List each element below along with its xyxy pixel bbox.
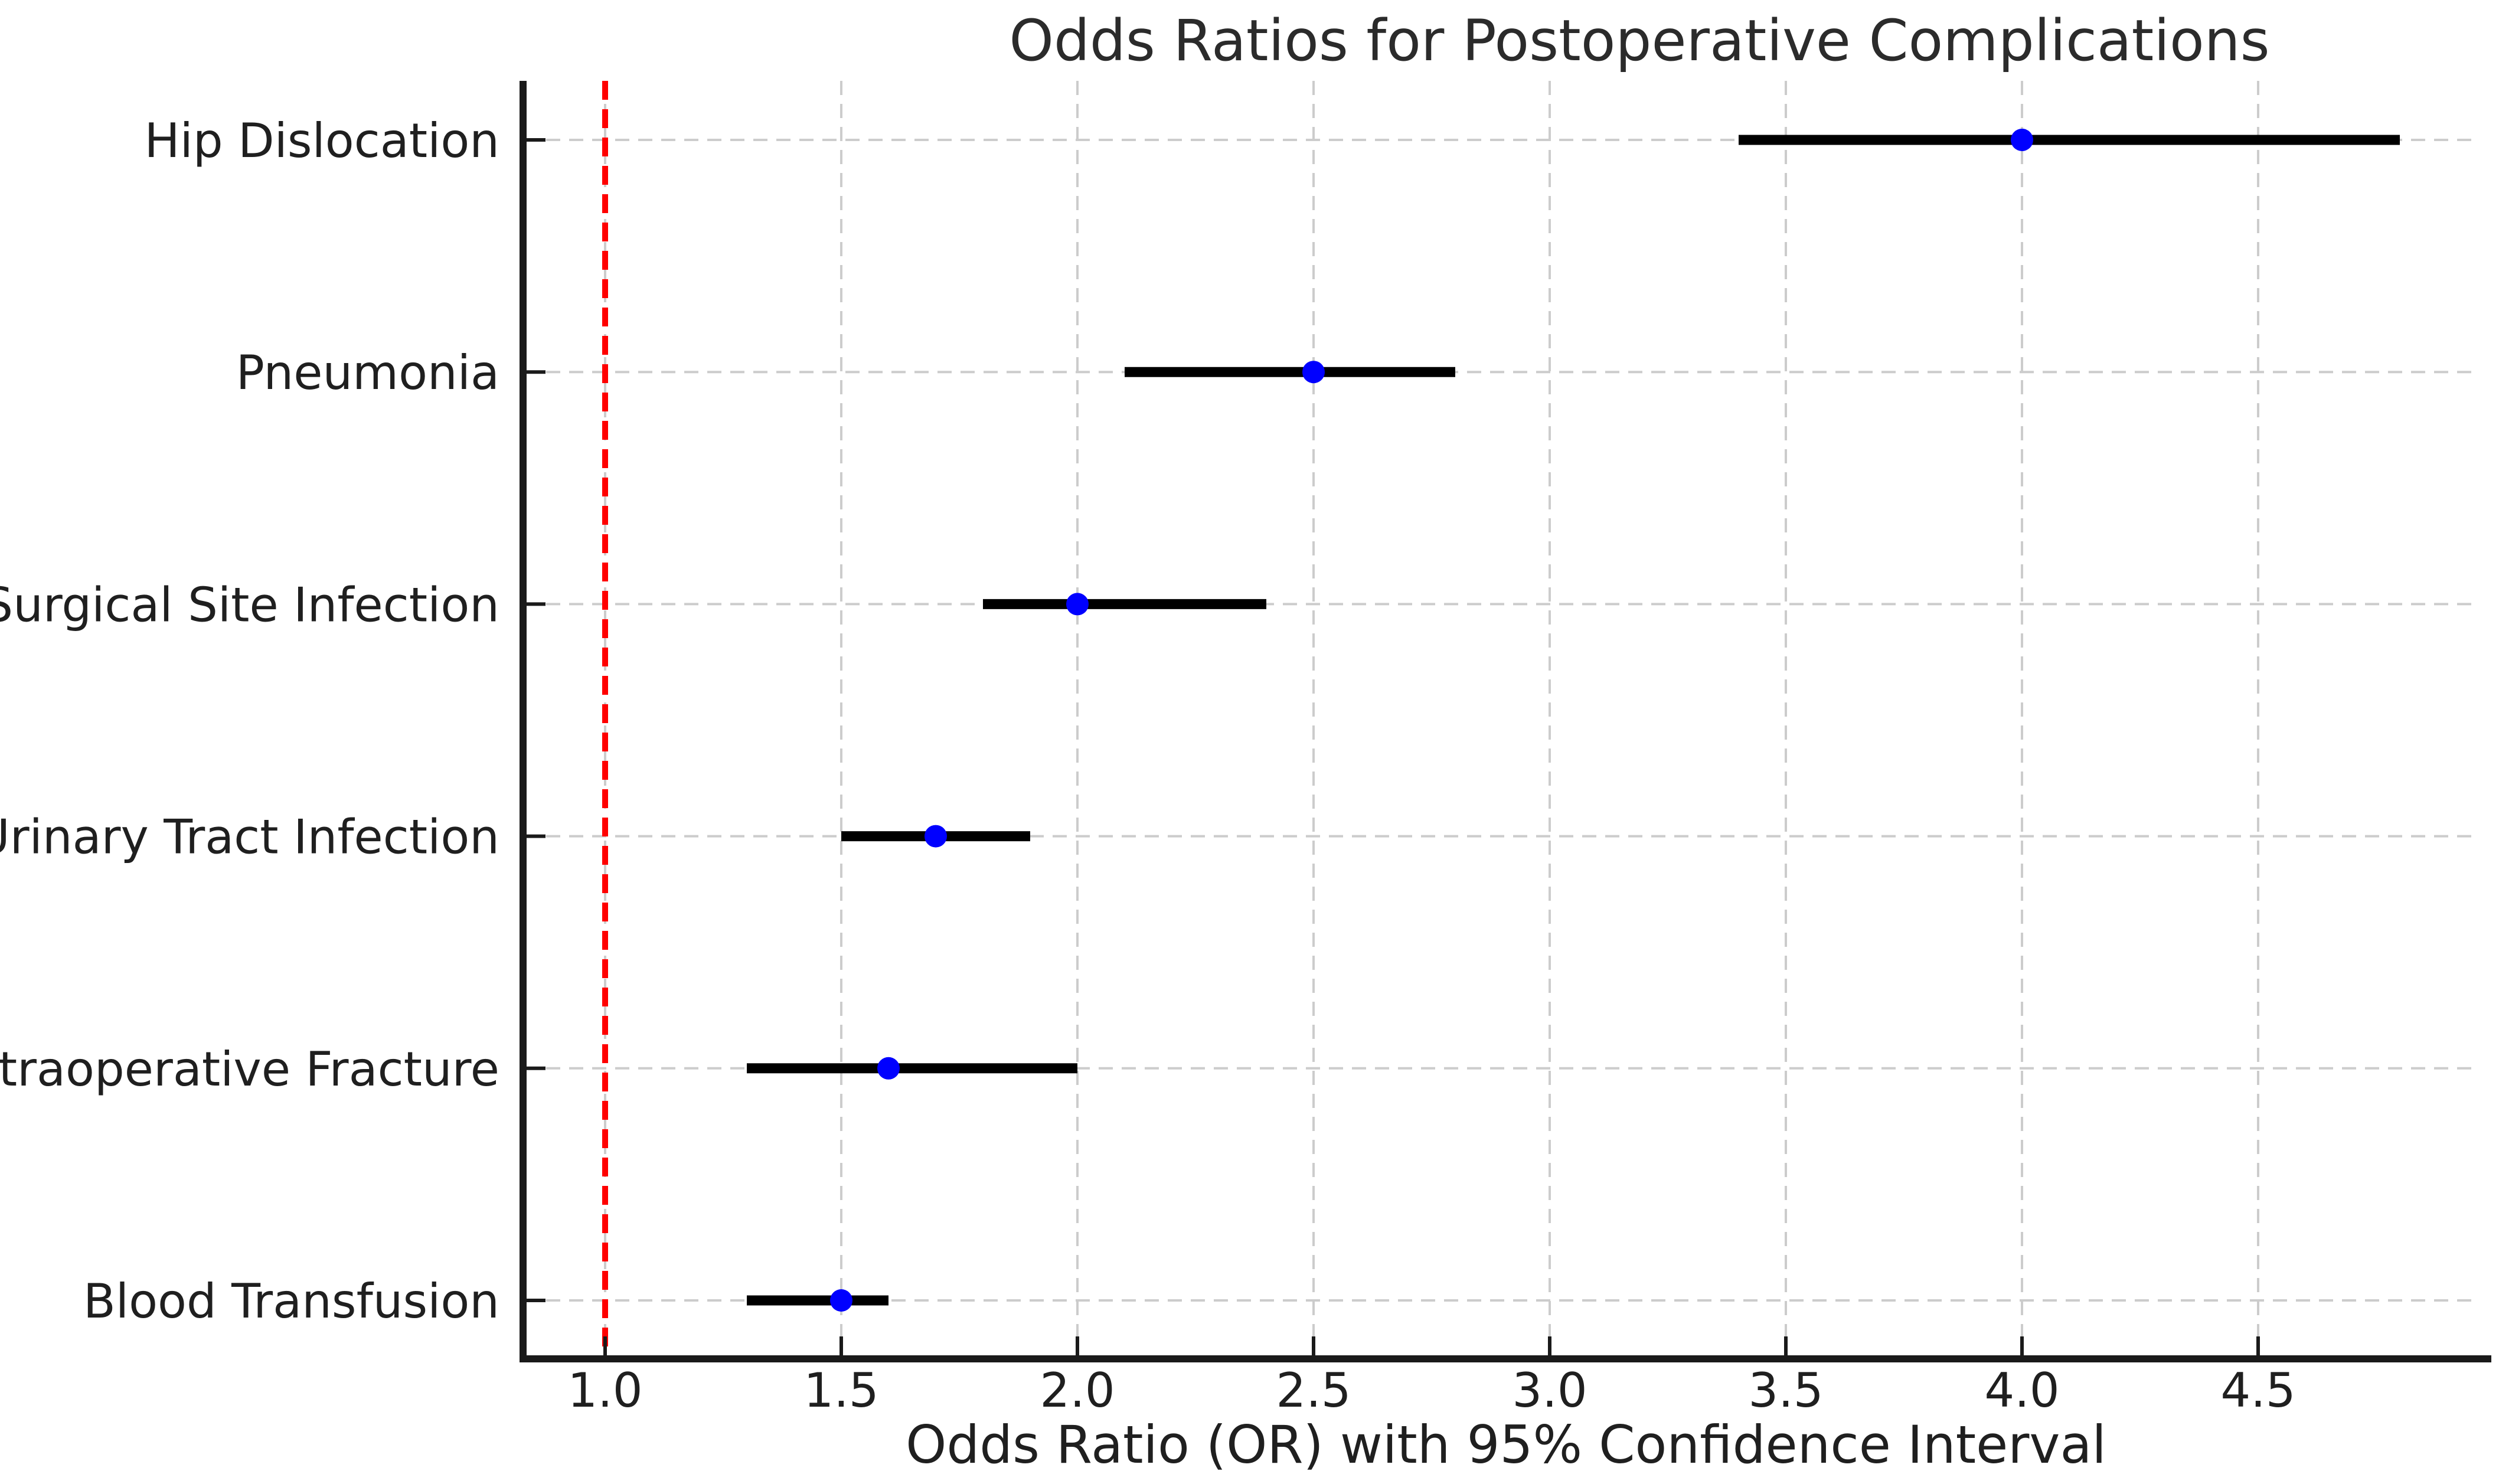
odds-ratio-marker (2011, 129, 2033, 151)
category-label: Surgical Site Infection (0, 577, 499, 632)
x-tick-label: 3.5 (1748, 1363, 1823, 1418)
x-tick-label: 1.0 (567, 1363, 642, 1418)
x-tick-label: 2.0 (1040, 1363, 1115, 1418)
odds-ratio-marker (925, 825, 947, 848)
x-tick-label: 3.0 (1512, 1363, 1587, 1418)
odds-ratio-marker (830, 1289, 852, 1312)
chart-title: Odds Ratios for Postoperative Complicati… (1009, 8, 2269, 74)
category-labels-layer: Hip Dislocation Pneumonia Surgical Site In… (0, 113, 499, 1329)
x-tick-label: 1.5 (803, 1363, 878, 1418)
error-bars-layer (747, 129, 2400, 1312)
odds-ratio-marker (1066, 593, 1089, 616)
odds-ratio-marker (1302, 361, 1325, 384)
x-axis-label: Odds Ratio (OR) with 95% Confidence Inte… (906, 1414, 2106, 1475)
category-label: Hip Dislocation (144, 113, 499, 168)
category-label: Pneumonia (236, 345, 499, 400)
axis-spines-layer (520, 81, 2491, 1362)
x-tick-label: 2.5 (1276, 1363, 1351, 1418)
x-tick-label: 4.0 (1984, 1363, 2059, 1418)
grid-layer (523, 81, 2474, 1359)
odds-ratio-marker (877, 1057, 900, 1080)
category-label: Urinary Tract Infection (0, 810, 499, 865)
x-tick-label: 4.5 (2220, 1363, 2295, 1418)
category-label: Blood Transfusion (83, 1274, 499, 1329)
category-label: Intraoperative Fracture (0, 1042, 499, 1097)
x-tick-labels-layer: 1.0 1.5 2.0 2.5 3.0 3.5 4.0 4.5 (567, 1363, 2295, 1418)
